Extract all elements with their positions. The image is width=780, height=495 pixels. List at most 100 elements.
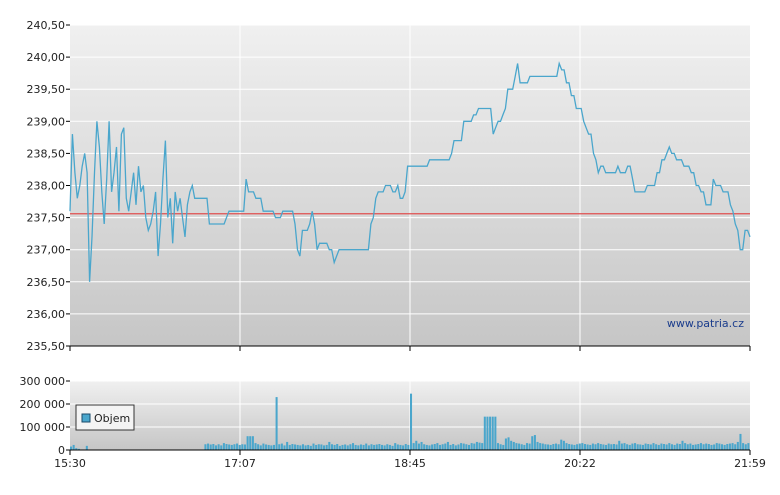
volume-bar: [275, 397, 278, 450]
volume-bar: [365, 443, 368, 450]
volume-bar: [378, 444, 381, 450]
volume-bar: [420, 441, 423, 450]
volume-bar: [75, 448, 78, 450]
volume-bar: [705, 443, 708, 450]
volume-bar: [739, 433, 742, 450]
volume-bar: [341, 444, 344, 450]
volume-bar: [467, 444, 471, 450]
volume-bar: [570, 444, 573, 450]
volume-bar: [676, 443, 679, 450]
volume-bar: [330, 444, 333, 450]
volume-bar: [547, 444, 550, 450]
volume-bar: [568, 444, 571, 450]
volume-bar: [697, 444, 700, 450]
volume-bar: [431, 444, 434, 450]
volume-bar: [315, 444, 318, 450]
volume-bar: [649, 444, 652, 450]
volume-bar: [502, 444, 505, 450]
volume-bar: [410, 393, 413, 450]
volume-bar: [357, 445, 360, 450]
volume-bar: [602, 444, 605, 450]
volume-bar: [610, 444, 613, 450]
volume-bar: [573, 444, 576, 450]
volume-bar: [554, 443, 557, 450]
volume-bar: [214, 445, 217, 450]
volume-bar: [381, 444, 384, 450]
price-y-tick-label: 239,50: [27, 83, 66, 96]
volume-bar: [444, 443, 447, 450]
volume-bar: [457, 444, 460, 450]
volume-bar: [251, 436, 254, 450]
volume-bar: [367, 445, 370, 450]
price-y-tick-label: 237,00: [27, 244, 66, 257]
volume-bar: [557, 444, 560, 450]
volume-bar: [496, 443, 500, 450]
volume-bar: [583, 444, 586, 450]
volume-bar: [525, 443, 529, 450]
volume-bar: [544, 444, 547, 450]
volume-bar: [694, 444, 697, 450]
volume-bar: [454, 445, 457, 450]
x-tick-label: 17:07: [224, 457, 256, 470]
volume-bar: [660, 443, 663, 450]
price-y-tick-label: 236,00: [27, 308, 66, 321]
volume-bar: [362, 444, 365, 450]
volume-y-tick-label: 0: [58, 444, 65, 457]
volume-bar: [299, 445, 302, 450]
volume-bar: [344, 444, 347, 450]
volume-bar: [391, 445, 394, 450]
volume-bar: [599, 444, 602, 450]
volume-bar: [412, 443, 415, 450]
volume-bar: [423, 444, 426, 450]
volume-bar: [531, 436, 534, 450]
volume-bar: [265, 444, 268, 450]
volume-bar: [373, 444, 376, 450]
volume-bar: [663, 444, 666, 450]
volume-bar: [399, 444, 402, 450]
volume-bar: [578, 443, 581, 450]
volume-bar: [668, 443, 671, 450]
volume-bar: [612, 444, 615, 450]
volume-y-tick-label: 200 000: [20, 398, 66, 411]
volume-bar: [294, 444, 297, 450]
x-tick-label: 18:45: [394, 457, 426, 470]
volume-bar: [623, 443, 626, 450]
volume-bar: [291, 444, 294, 450]
volume-bar: [433, 444, 436, 450]
volume-bar: [702, 444, 705, 450]
volume-bar: [325, 444, 328, 450]
volume-bar: [678, 444, 681, 450]
volume-bar: [670, 444, 673, 450]
volume-bar: [726, 444, 729, 450]
volume-bar: [396, 444, 399, 450]
volume-bar: [475, 441, 478, 450]
volume-y-axis: 300 000 200 000 100 000 0: [20, 375, 70, 457]
volume-bar: [518, 443, 521, 450]
volume-bar: [504, 438, 507, 450]
volume-bar: [407, 444, 410, 450]
volume-bar: [428, 445, 431, 450]
price-y-axis: 240,50 240,00 239,50 239,00 238,50 238,00 237,…: [27, 19, 70, 353]
volume-bar: [233, 444, 236, 450]
volume-bar: [304, 445, 307, 450]
volume-bar: [681, 440, 684, 450]
volume-bar: [620, 443, 623, 450]
volume-bar: [272, 444, 275, 450]
volume-bars: [70, 393, 750, 450]
volume-bar: [220, 445, 223, 450]
volume-bar: [734, 444, 737, 450]
volume-bar: [262, 443, 265, 450]
volume-bar: [436, 443, 439, 450]
volume-bar: [747, 443, 750, 450]
volume-bar: [333, 444, 336, 450]
volume-bar: [742, 443, 745, 450]
volume-bar: [257, 444, 260, 450]
volume-bar: [549, 444, 552, 450]
volume-bar: [449, 444, 452, 450]
volume-bar: [520, 444, 523, 450]
volume-bar: [246, 436, 249, 450]
volume-bar: [665, 444, 668, 450]
volume-bar: [565, 443, 568, 450]
volume-bar: [417, 443, 420, 450]
